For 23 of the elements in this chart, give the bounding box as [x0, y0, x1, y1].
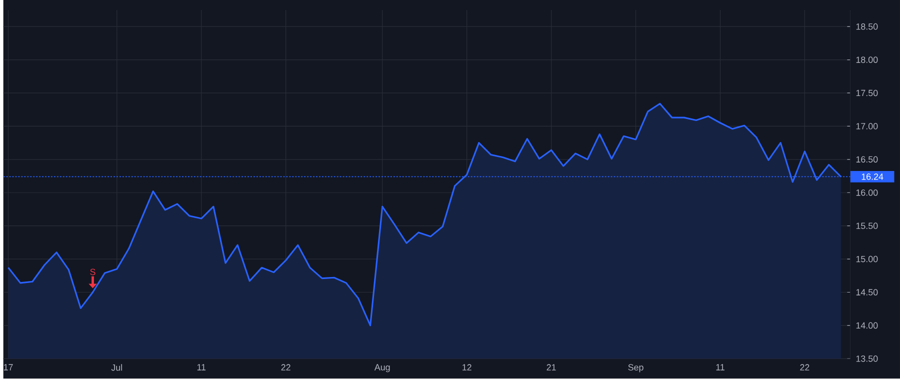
- y-tick-label: 15.50: [856, 222, 878, 230]
- x-tick-label: Jul: [111, 364, 122, 371]
- x-tick-label: 22: [800, 364, 810, 371]
- x-tick-label: 11: [716, 364, 724, 371]
- x-tick-label: 21: [546, 364, 556, 371]
- y-tick-label: 16.50: [856, 156, 878, 163]
- y-tick-label: 14.50: [856, 289, 878, 296]
- y-tick-label: 18.00: [856, 56, 878, 64]
- annotation: S: [90, 268, 96, 276]
- y-tick-label: 17.00: [856, 123, 878, 130]
- x-tick-label: 22: [281, 364, 290, 371]
- x-tick-label: Aug: [374, 364, 390, 372]
- x-tick-label: 11: [197, 364, 206, 371]
- x-tick-label: Sep: [628, 364, 644, 372]
- y-tick-label: 13.50: [856, 356, 878, 362]
- x-tick-label: 17: [4, 364, 13, 371]
- y-tick-label: 15.00: [856, 256, 878, 262]
- x-tick-label: 12: [462, 364, 472, 371]
- y-tick-label: 18.50: [856, 24, 878, 30]
- y-tick-label: 17.50: [856, 90, 878, 96]
- ref-line-label: 16.24: [862, 174, 884, 180]
- y-tick-label: 14.00: [856, 322, 878, 329]
- y-tick-label: 16.00: [856, 190, 878, 196]
